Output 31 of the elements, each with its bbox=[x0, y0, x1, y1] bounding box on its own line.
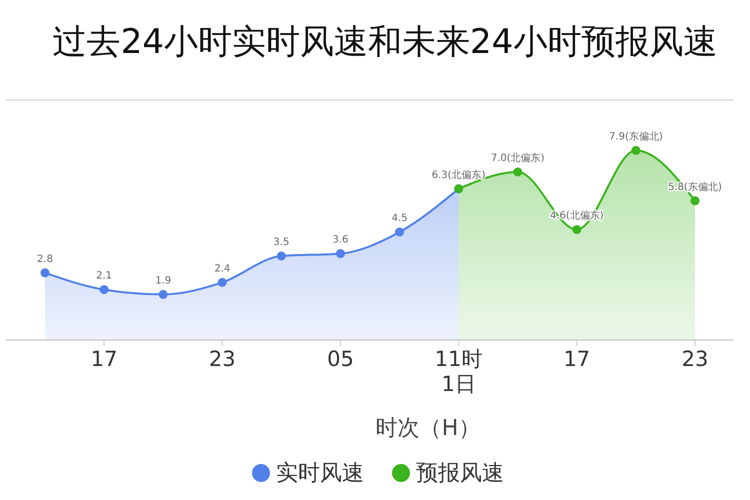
point bbox=[336, 249, 345, 258]
x-tick-label: 11时 1日 bbox=[434, 347, 483, 396]
chart-title: 过去24小时实时风速和未来24小时预报风速 bbox=[52, 21, 718, 64]
data-label: 7.9(东偏北) bbox=[609, 130, 663, 142]
data-label: 4.5 bbox=[392, 213, 408, 224]
data-label: 7.0(北偏东) bbox=[490, 152, 545, 164]
point bbox=[158, 290, 168, 299]
data-label: 3.5 bbox=[273, 237, 290, 248]
legend-label: 实时风速 bbox=[276, 460, 364, 488]
data-label: 2.4 bbox=[214, 263, 230, 274]
point bbox=[572, 225, 582, 234]
point bbox=[690, 196, 700, 206]
data-label: 2.1 bbox=[96, 270, 112, 282]
data-label: 1.9 bbox=[155, 275, 172, 286]
point bbox=[100, 285, 109, 294]
x-axis-title: 时次（H） bbox=[376, 416, 480, 441]
data-label: 3.6 bbox=[332, 234, 348, 246]
point bbox=[40, 268, 50, 278]
x-tick-label: 23 bbox=[208, 347, 236, 371]
data-label: 2.8 bbox=[37, 254, 53, 265]
point bbox=[513, 168, 522, 176]
point bbox=[276, 252, 286, 260]
point bbox=[218, 278, 227, 287]
x-tick-label: 23 bbox=[682, 347, 708, 371]
point bbox=[395, 228, 404, 236]
legend-label: 预报风速 bbox=[416, 460, 504, 488]
data-label: 6.3(北偏东) bbox=[432, 168, 486, 181]
x-tick-label: 17 bbox=[90, 347, 118, 371]
point bbox=[631, 146, 640, 155]
x-tick-label: 17 bbox=[563, 347, 590, 371]
x-tick-label: 05 bbox=[327, 347, 354, 371]
